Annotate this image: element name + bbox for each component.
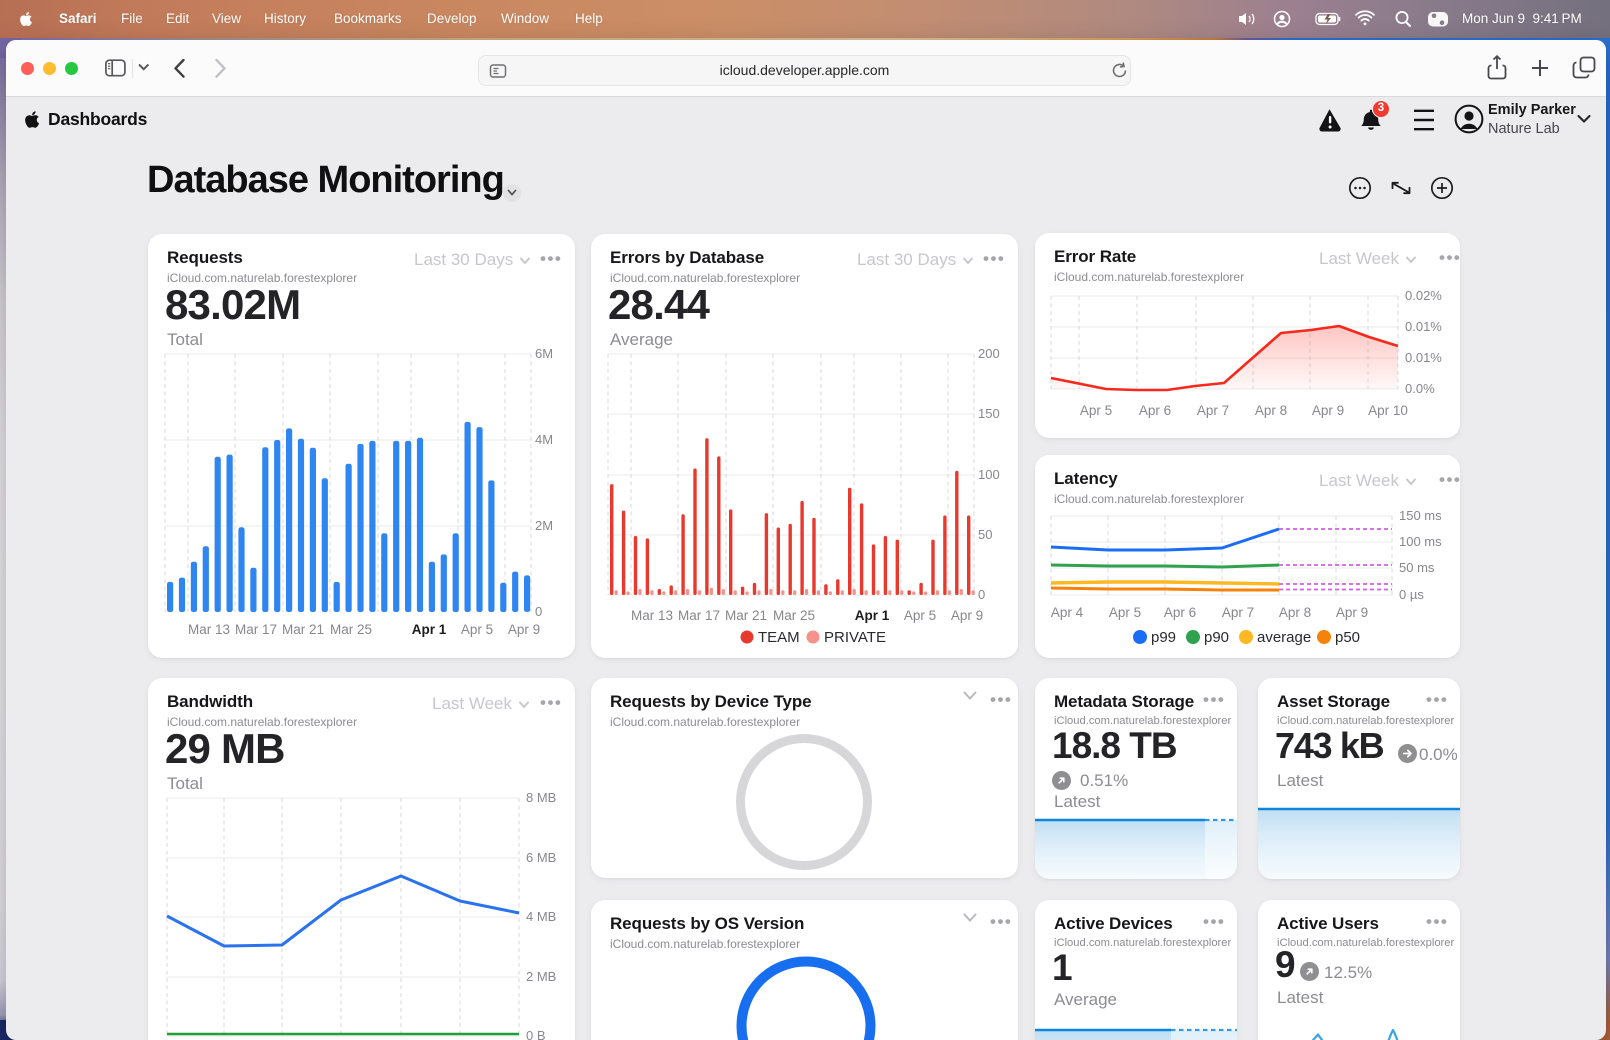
svg-text:0 B: 0 B — [526, 1028, 546, 1040]
svg-text:Apr 4: Apr 4 — [1051, 605, 1084, 620]
svg-text:p99: p99 — [1151, 629, 1176, 646]
svg-text:Apr 5: Apr 5 — [1109, 605, 1141, 620]
svg-text:4 MB: 4 MB — [526, 909, 556, 924]
svg-text:p90: p90 — [1204, 629, 1229, 646]
svg-text:0.01%: 0.01% — [1405, 350, 1442, 365]
svg-text:Mar 21: Mar 21 — [282, 622, 324, 637]
svg-text:Apr 10: Apr 10 — [1368, 403, 1408, 418]
svg-text:Mar 25: Mar 25 — [330, 622, 372, 637]
svg-text:Mar 17: Mar 17 — [235, 622, 277, 637]
svg-text:150: 150 — [978, 406, 1000, 421]
svg-text:Mar 17: Mar 17 — [678, 608, 720, 623]
svg-text:Apr 9: Apr 9 — [508, 622, 540, 637]
svg-text:TEAM: TEAM — [758, 629, 800, 646]
svg-text:Apr 6: Apr 6 — [1139, 403, 1171, 418]
svg-text:0.01%: 0.01% — [1405, 319, 1442, 334]
svg-text:2M: 2M — [535, 518, 553, 533]
svg-text:2 MB: 2 MB — [526, 969, 556, 984]
svg-text:Apr 5: Apr 5 — [461, 622, 493, 637]
svg-text:6M: 6M — [535, 346, 553, 361]
svg-text:Mar 25: Mar 25 — [773, 608, 815, 623]
svg-text:50: 50 — [978, 527, 992, 542]
svg-text:Apr 9: Apr 9 — [1336, 605, 1368, 620]
svg-text:Mar 13: Mar 13 — [188, 622, 230, 637]
svg-text:Apr 1: Apr 1 — [855, 608, 890, 623]
svg-text:average: average — [1257, 629, 1311, 646]
svg-text:Apr 9: Apr 9 — [951, 608, 983, 623]
svg-text:Apr 5: Apr 5 — [1080, 403, 1112, 418]
svg-text:Apr 8: Apr 8 — [1279, 605, 1311, 620]
svg-text:Mar 13: Mar 13 — [631, 608, 673, 623]
svg-text:8 MB: 8 MB — [526, 790, 556, 805]
svg-text:6 MB: 6 MB — [526, 850, 556, 865]
svg-text:Mar 21: Mar 21 — [725, 608, 767, 623]
svg-text:Apr 1: Apr 1 — [412, 622, 447, 637]
svg-text:0.02%: 0.02% — [1405, 288, 1442, 303]
svg-text:Apr 7: Apr 7 — [1197, 403, 1229, 418]
svg-text:0.0%: 0.0% — [1405, 381, 1435, 396]
svg-text:p50: p50 — [1335, 629, 1360, 646]
svg-text:0: 0 — [978, 587, 985, 602]
svg-text:PRIVATE: PRIVATE — [824, 629, 886, 646]
svg-text:0: 0 — [535, 604, 542, 619]
svg-text:Apr 9: Apr 9 — [1312, 403, 1344, 418]
svg-text:150 ms: 150 ms — [1399, 508, 1442, 523]
svg-text:0 µs: 0 µs — [1399, 587, 1424, 602]
svg-text:Apr 5: Apr 5 — [904, 608, 936, 623]
svg-text:100: 100 — [978, 467, 1000, 482]
svg-text:Apr 7: Apr 7 — [1222, 605, 1254, 620]
svg-text:100 ms: 100 ms — [1399, 534, 1442, 549]
svg-text:200: 200 — [978, 346, 1000, 361]
svg-text:Apr 6: Apr 6 — [1164, 605, 1196, 620]
svg-text:Apr 8: Apr 8 — [1255, 403, 1287, 418]
svg-text:4M: 4M — [535, 432, 553, 447]
svg-text:50 ms: 50 ms — [1399, 560, 1435, 575]
